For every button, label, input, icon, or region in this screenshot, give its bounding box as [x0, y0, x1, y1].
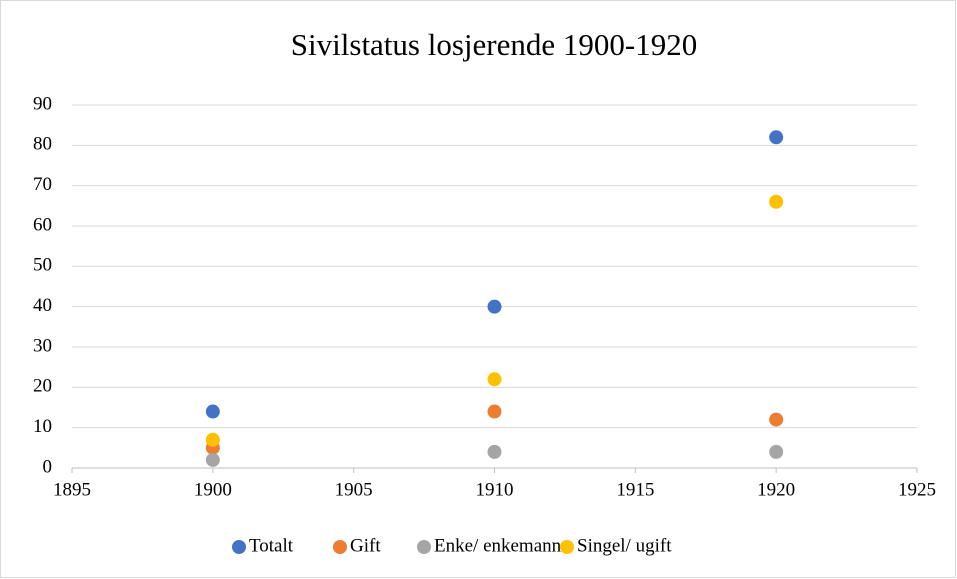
legend-marker: [417, 540, 431, 554]
legend-label: Gift: [350, 535, 381, 556]
y-tick-label: 0: [43, 456, 53, 477]
y-tick-label: 70: [33, 174, 52, 195]
point: [205, 452, 220, 467]
chart-title: Sivilstatus losjerende 1900-1920: [291, 27, 697, 62]
legend-label: Totalt: [249, 535, 294, 556]
y-tick-label: 20: [33, 376, 52, 397]
x-tick-label: 1915: [616, 479, 654, 500]
legend-marker: [560, 540, 574, 554]
y-tick-label: 80: [33, 134, 52, 155]
point: [487, 444, 502, 459]
x-tick-label: 1895: [53, 479, 91, 500]
legend-marker: [333, 540, 347, 554]
point: [769, 130, 784, 145]
point: [205, 432, 220, 447]
y-tick-label: 10: [33, 416, 52, 437]
legend-label: Singel/ ugift: [577, 535, 672, 556]
point: [487, 372, 502, 387]
y-tick-label: 40: [33, 295, 52, 316]
point: [487, 299, 502, 314]
y-tick-label: 50: [33, 255, 52, 276]
point: [205, 404, 220, 419]
x-tick-label: 1900: [194, 479, 232, 500]
x-tick-label: 1905: [335, 479, 373, 500]
point: [487, 404, 502, 419]
y-tick-label: 60: [33, 214, 52, 235]
y-tick-label: 30: [33, 335, 52, 356]
x-tick-label: 1910: [476, 479, 514, 500]
point: [769, 194, 784, 209]
x-tick-label: 1925: [898, 479, 936, 500]
legend-label: Enke/ enkemann: [434, 535, 562, 556]
point: [769, 412, 784, 427]
legend-marker: [232, 540, 246, 554]
point: [769, 444, 784, 459]
y-tick-label: 90: [33, 93, 52, 114]
x-tick-label: 1920: [757, 479, 795, 500]
